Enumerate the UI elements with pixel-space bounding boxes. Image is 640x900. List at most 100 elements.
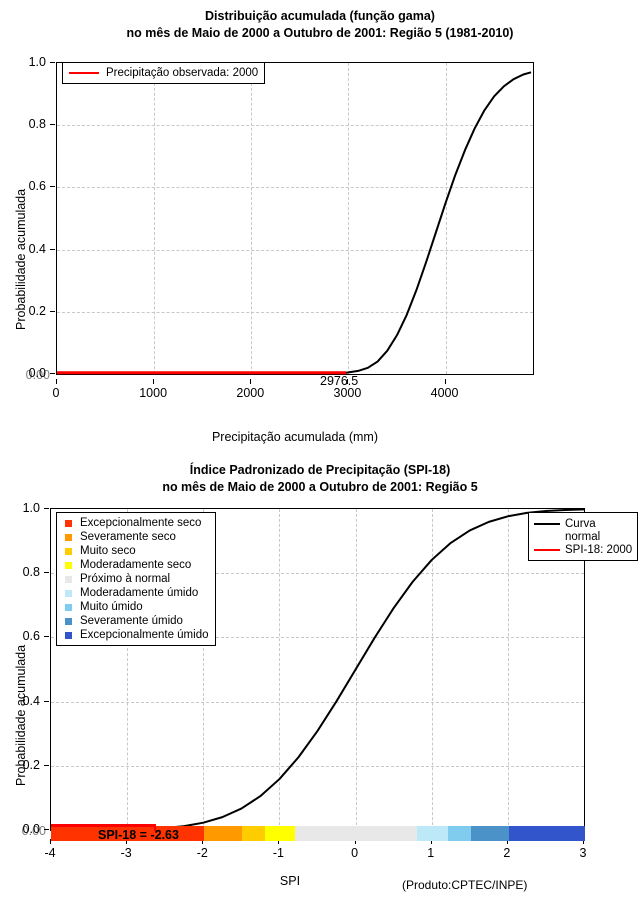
legend-item-category: Severamente úmido <box>63 614 209 628</box>
x-tick-label: 1000 <box>139 386 168 400</box>
legend-label-observed: Precipitação observada: 2000 <box>106 67 259 79</box>
legend-item-curva-normal-line2: normal <box>534 530 632 543</box>
legend-item-category: Severamente seco <box>63 530 209 544</box>
y-tick-label: 1.0 <box>22 501 40 515</box>
x-tick-mark <box>347 379 349 384</box>
legend-label-normal: normal <box>565 530 601 543</box>
chart1-annotation-precip: 2976.5 <box>320 374 359 388</box>
chart2-title: Índice Padronizado de Precipitação (SPI-… <box>189 463 451 477</box>
y-tick-label: 0.2 <box>22 757 40 772</box>
legend-line-black-icon <box>534 522 560 525</box>
legend-color-swatch-icon <box>65 561 72 569</box>
y-tick-label: 0.0 <box>28 366 46 380</box>
legend-color-swatch-icon <box>65 617 72 625</box>
colorbar-segment <box>417 826 448 841</box>
colorbar-segment <box>51 826 204 841</box>
legend-label-category: Excepcionalmente úmido <box>80 629 209 641</box>
legend-item-category: Excepcionalmente seco <box>63 516 209 530</box>
legend-label-category: Severamente úmido <box>80 615 183 627</box>
x-tick-label: 3000 <box>333 386 362 400</box>
spi-colorbar <box>51 826 585 841</box>
legend-color-swatch-icon <box>65 603 72 611</box>
chart2-x-axis-label: SPI <box>279 874 301 888</box>
y-tick-mark <box>50 186 55 188</box>
y-tick-label: 0.4 <box>22 693 40 708</box>
colorbar-segment <box>295 826 418 841</box>
legend-item-category: Moderadamente seco <box>63 558 209 572</box>
x-tick-label: 2 <box>503 846 511 860</box>
x-tick-label: -2 <box>196 846 208 860</box>
chart2-subtitle: no mês de Maio de 2000 a Outubro de 2001… <box>162 480 478 494</box>
colorbar-segment <box>470 826 509 841</box>
legend-label-curva: Curva <box>565 517 596 530</box>
curve-layer <box>57 71 532 375</box>
legend-color-swatch-icon <box>65 533 72 541</box>
x-tick-mark <box>50 839 51 844</box>
legend-spacer-icon <box>534 536 560 538</box>
colorbar-segment <box>241 826 265 841</box>
y-tick-mark <box>44 764 49 766</box>
x-tick-mark <box>153 379 155 384</box>
legend-item-category: Moderadamente úmido <box>63 586 209 600</box>
legend-color-swatch-icon <box>65 575 72 583</box>
chart1-x-axis-label: Precipitação acumulada (mm) <box>211 430 379 444</box>
legend-color-swatch-icon <box>65 589 72 597</box>
legend-line-red2-icon <box>534 548 560 551</box>
legend-label-category: Moderadamente úmido <box>80 587 199 599</box>
legend-color-swatch-icon <box>65 547 72 555</box>
legend-item-observed: Precipitação observada: 2000 <box>69 66 258 80</box>
y-tick-label: 0.4 <box>28 241 46 256</box>
legend-color-swatch-icon <box>65 631 72 639</box>
chart1-annotation-prob: 0.00 <box>25 368 50 382</box>
y-tick-mark <box>44 572 49 574</box>
y-tick-label: 0.6 <box>28 179 46 194</box>
y-tick-label: 0.2 <box>28 303 46 318</box>
chart2-category-legend: Excepcionalmente seco Severamente seco Mui… <box>56 512 216 646</box>
x-tick-label: 0 <box>52 386 60 400</box>
colorbar-segment <box>264 826 296 841</box>
y-tick-mark <box>50 373 55 374</box>
legend-label-category: Excepcionalmente seco <box>80 517 202 529</box>
x-tick-label: -4 <box>44 846 56 860</box>
legend-label-category: Muito seco <box>80 545 136 557</box>
produto-footer: (Produto:CPTEC/INPE) <box>402 878 528 892</box>
legend-item-category: Próximo à normal <box>63 572 209 586</box>
x-tick-label: 3 <box>579 846 587 860</box>
x-tick-mark <box>126 839 128 844</box>
legend-item-curva-normal: Curva <box>534 517 632 530</box>
spi-marker-tick <box>154 824 157 831</box>
legend-line-red-icon <box>69 72 99 74</box>
legend-item-spi18: SPI-18: 2000 <box>534 543 632 556</box>
y-tick-mark <box>50 124 55 126</box>
x-tick-mark <box>444 379 446 384</box>
y-tick-label: 0.6 <box>22 629 40 644</box>
x-tick-label: 0 <box>351 846 359 860</box>
y-tick-mark <box>44 700 49 702</box>
x-tick-label: 2000 <box>236 386 265 400</box>
y-tick-mark <box>50 310 55 312</box>
x-tick-mark <box>250 379 252 384</box>
legend-label-spi18: SPI-18: 2000 <box>565 543 633 556</box>
legend-item-category: Muito seco <box>63 544 209 558</box>
x-tick-mark <box>354 839 356 844</box>
legend-label-category: Próximo à normal <box>80 573 171 585</box>
spi-marker-line <box>51 824 156 827</box>
x-tick-label: 4000 <box>430 386 459 400</box>
y-tick-label: 0.0 <box>22 822 40 836</box>
x-tick-mark <box>56 379 57 384</box>
x-tick-mark <box>202 839 204 844</box>
y-tick-mark <box>44 829 49 830</box>
legend-item-category: Muito úmido <box>63 600 209 614</box>
y-tick-label: 0.8 <box>28 117 46 132</box>
y-tick-label: 1.0 <box>28 55 46 69</box>
legend-label-category: Moderadamente seco <box>80 559 192 571</box>
y-tick-mark <box>50 248 55 250</box>
y-tick-label: 0.8 <box>22 565 40 580</box>
colorbar-segment <box>203 826 242 841</box>
legend-label-category: Severamente seco <box>80 531 176 543</box>
colorbar-segment <box>508 826 585 841</box>
chart1-plot-area <box>56 62 534 375</box>
chart2-annotation-prob: 0.00 <box>21 824 46 838</box>
chart1-legend: Precipitação observada: 2000 <box>62 62 266 84</box>
